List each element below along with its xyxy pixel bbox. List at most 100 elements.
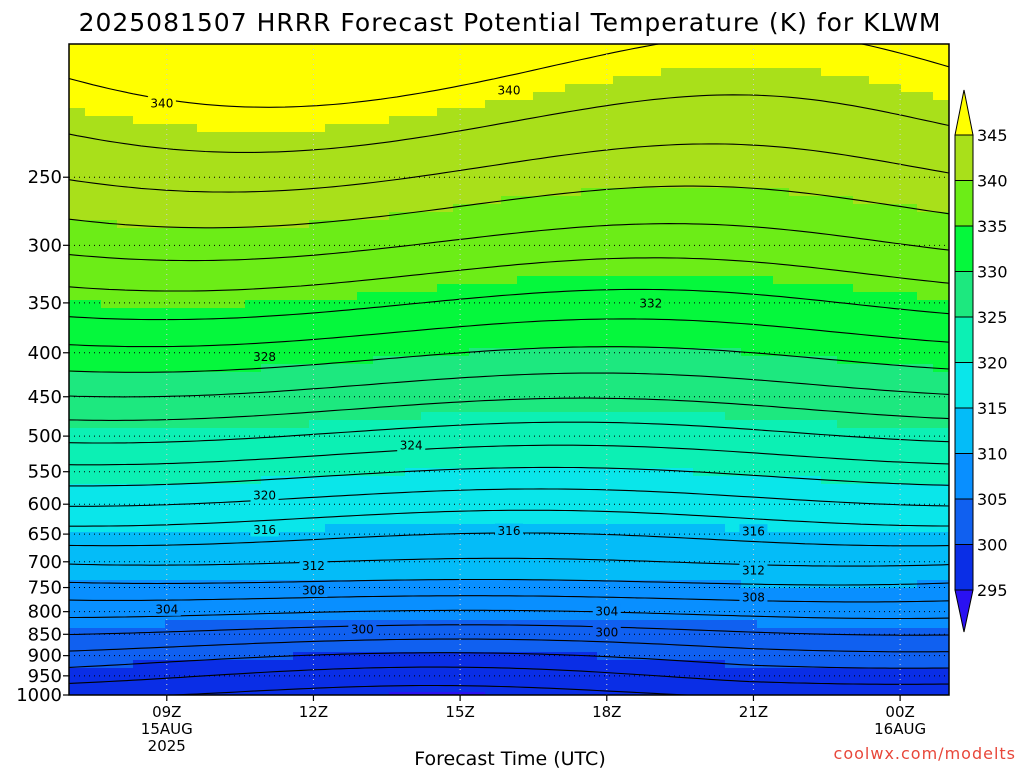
contour-fill-cell <box>357 84 374 93</box>
contour-fill-cell <box>645 548 662 557</box>
contour-fill-cell <box>117 276 134 285</box>
contour-fill-cell <box>725 100 742 109</box>
contour-fill-cell <box>853 580 870 589</box>
contour-fill-cell <box>165 252 182 261</box>
contour-fill-cell <box>389 380 406 389</box>
contour-fill-cell <box>597 228 614 237</box>
contour-fill-cell <box>933 340 949 349</box>
contour-fill-cell <box>133 324 150 333</box>
contour-fill-cell <box>373 604 390 613</box>
contour-fill-cell <box>725 84 742 93</box>
contour-fill-cell <box>517 268 534 277</box>
contour-fill-cell <box>405 580 422 589</box>
contour-fill-cell <box>613 132 630 141</box>
contour-fill-cell <box>821 668 838 677</box>
contour-fill-cell <box>389 44 406 53</box>
contour-fill-cell <box>69 524 86 533</box>
colorbar-segment <box>954 271 974 318</box>
contour-fill-cell <box>69 236 86 245</box>
contour-fill-cell <box>613 316 630 325</box>
contour-fill-cell <box>85 644 102 653</box>
contour-fill-cell <box>69 340 86 349</box>
contour-fill-cell <box>645 204 662 213</box>
contour-fill-cell <box>645 388 662 397</box>
contour-fill-cell <box>181 180 198 189</box>
contour-fill-cell <box>485 324 502 333</box>
contour-fill-cell <box>581 332 598 341</box>
colorbar-tick-label: 315 <box>977 399 1008 418</box>
contour-fill-cell <box>117 204 134 213</box>
contour-fill-cell <box>501 540 518 549</box>
contour-fill-cell <box>549 484 566 493</box>
contour-fill-cell <box>181 588 198 597</box>
contour-fill-cell <box>293 492 310 501</box>
contour-fill-cell <box>133 452 150 461</box>
contour-fill-cell <box>133 228 150 237</box>
contour-fill-cell <box>469 644 486 653</box>
contour-fill-cell <box>933 628 949 637</box>
contour-fill-cell <box>133 212 150 221</box>
contour-fill-cell <box>357 156 374 165</box>
contour-fill-cell <box>629 676 646 685</box>
contour-fill-cell <box>181 172 198 181</box>
contour-fill-cell <box>709 540 726 549</box>
contour-fill-cell <box>485 420 502 429</box>
contour-fill-cell <box>901 284 918 293</box>
credit-text: coolwx.com/modelts <box>834 744 1016 763</box>
contour-line <box>69 94 949 153</box>
contour-fill-cell <box>517 348 534 357</box>
contour-fill-cell <box>853 60 870 69</box>
contour-fill-cell <box>677 420 694 429</box>
contour-fill-cell <box>853 380 870 389</box>
contour-fill-cell <box>789 100 806 109</box>
contour-fill-cell <box>549 324 566 333</box>
contour-fill-cell <box>293 652 310 661</box>
contour-fill-cell <box>917 660 934 669</box>
contour-fill-cell <box>117 580 134 589</box>
contour-fill-cell <box>277 460 294 469</box>
contour-fill-cell <box>677 412 694 421</box>
contour-fill-cell <box>213 276 230 285</box>
contour-fill-cell <box>757 260 774 269</box>
contour-fill-cell <box>933 156 949 165</box>
contour-fill-cell <box>549 676 566 685</box>
contour-fill-cell <box>149 148 166 157</box>
contour-fill-cell <box>341 140 358 149</box>
contour-label-bg <box>495 523 523 538</box>
plot-frame <box>68 43 950 696</box>
contour-fill-cell <box>229 580 246 589</box>
contour-fill-cell <box>613 236 630 245</box>
contour-fill-cell <box>885 340 902 349</box>
contour-fill-cell <box>533 668 550 677</box>
contour-fill-cell <box>645 276 662 285</box>
contour-fill-cell <box>725 268 742 277</box>
contour-fill-cell <box>85 396 102 405</box>
contour-fill-cell <box>309 116 326 125</box>
contour-fill-cell <box>165 308 182 317</box>
contour-fill-cell <box>357 100 374 109</box>
contour-fill-cell <box>789 212 806 221</box>
contour-fill-cell <box>533 204 550 213</box>
contour-fill-cell <box>917 468 934 477</box>
contour-fill-cell <box>629 60 646 69</box>
contour-fill-cell <box>805 308 822 317</box>
contour-fill-cell <box>661 476 678 485</box>
contour-fill-cell <box>501 508 518 517</box>
contour-fill-cell <box>117 108 134 117</box>
contour-fill-cell <box>917 500 934 509</box>
contour-fill-cell <box>501 140 518 149</box>
contour-fill-cell <box>485 564 502 573</box>
contour-fill-cell <box>405 612 422 621</box>
contour-fill-cell <box>437 164 454 173</box>
contour-fill-cell <box>437 628 454 637</box>
contour-fill-cell <box>261 380 278 389</box>
contour-fill-cell <box>69 276 86 285</box>
contour-fill-cell <box>373 156 390 165</box>
contour-fill-cell <box>661 660 678 669</box>
contour-fill-cell <box>549 308 566 317</box>
contour-fill-cell <box>469 260 486 269</box>
contour-fill-cell <box>629 532 646 541</box>
contour-fill-cell <box>469 548 486 557</box>
contour-fill-cell <box>853 636 870 645</box>
contour-fill-cell <box>725 108 742 117</box>
